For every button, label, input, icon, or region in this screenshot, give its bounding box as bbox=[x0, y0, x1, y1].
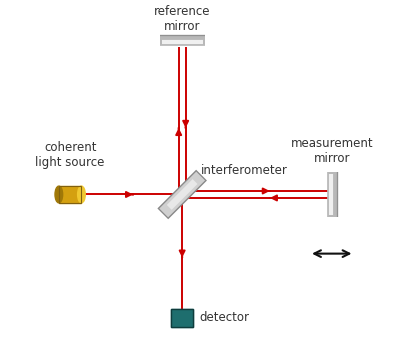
Ellipse shape bbox=[55, 186, 63, 203]
Text: measurement
mirror: measurement mirror bbox=[291, 137, 373, 165]
Text: reference
mirror: reference mirror bbox=[154, 5, 210, 33]
Text: interferometer: interferometer bbox=[201, 164, 288, 176]
Ellipse shape bbox=[78, 186, 85, 203]
Bar bbox=[59, 186, 81, 203]
Bar bbox=[171, 309, 194, 327]
Text: coherent
light source: coherent light source bbox=[35, 141, 105, 169]
Text: detector: detector bbox=[200, 311, 250, 324]
Bar bbox=[59, 186, 81, 203]
Bar bbox=[171, 309, 194, 327]
